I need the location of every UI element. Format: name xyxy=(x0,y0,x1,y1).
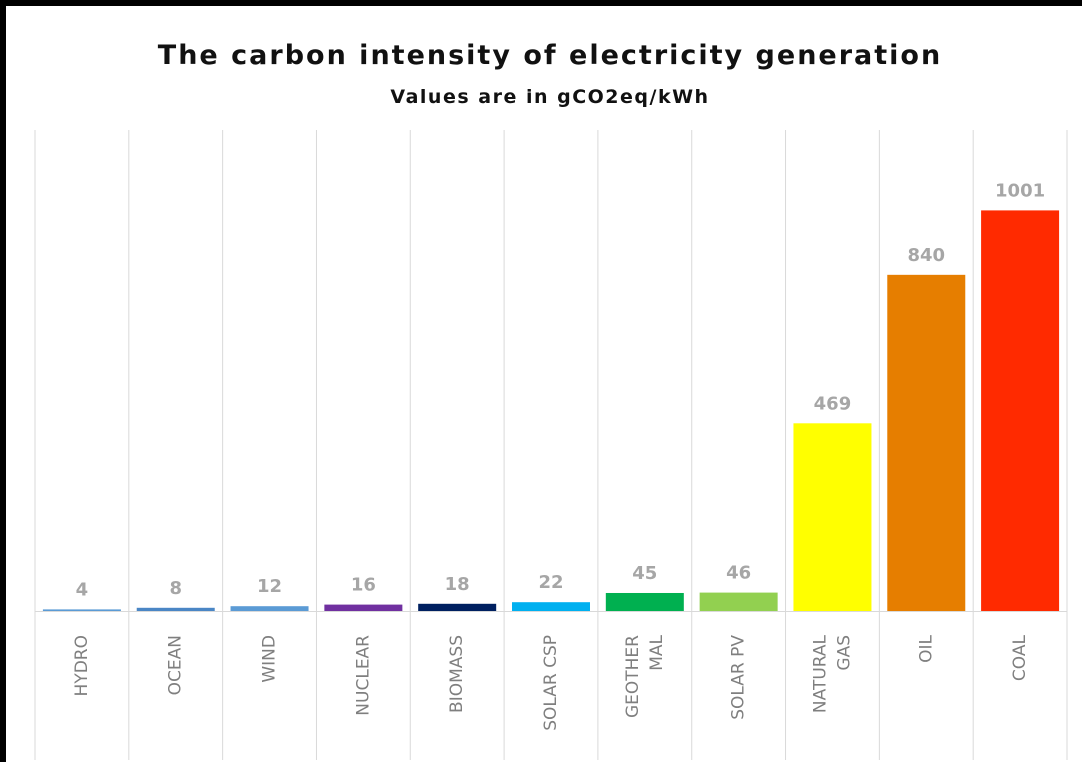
category-label-line: NUCLEAR xyxy=(353,635,373,716)
data-label: 18 xyxy=(445,574,470,595)
category-label-line: SOLAR CSP xyxy=(541,635,561,731)
category-label-line: HYDRO xyxy=(72,635,92,696)
category-label-line: OCEAN xyxy=(166,635,186,695)
bar-solar-csp xyxy=(512,602,590,611)
category-label-line: COAL xyxy=(1010,634,1030,681)
data-label: 12 xyxy=(257,576,282,597)
category-label: COAL xyxy=(1010,634,1030,681)
category-label: NATURAL GAS xyxy=(810,634,854,713)
data-label: 840 xyxy=(907,245,945,266)
data-label: 8 xyxy=(169,578,182,599)
data-label: 46 xyxy=(726,563,751,584)
bar-oil xyxy=(887,274,966,611)
chart-subtitle: Values are in gCO2eq/kWh xyxy=(390,86,710,108)
category-label-line: GAS xyxy=(834,635,854,671)
category-label-line: MAL xyxy=(647,634,667,670)
bar-nuclear xyxy=(324,604,403,611)
category-label: SOLAR PV xyxy=(729,635,749,720)
bar-coal xyxy=(981,210,1060,612)
category-label: WIND xyxy=(260,635,280,683)
category-label: SOLAR CSP xyxy=(541,635,561,731)
category-label: GEOTHER MAL xyxy=(623,634,667,718)
bar-geother-mal xyxy=(605,592,684,611)
bar-ocean xyxy=(136,607,215,611)
frame-top-border xyxy=(0,0,1082,6)
data-label: 4 xyxy=(76,579,89,600)
category-label: BIOMASS xyxy=(447,635,467,713)
frame-left-border xyxy=(0,0,6,762)
bar-wind xyxy=(230,606,309,611)
bar-solar-pv xyxy=(699,592,778,611)
data-label: 1001 xyxy=(995,180,1045,201)
bar-natural-gas xyxy=(793,423,872,611)
chart-title: The carbon intensity of electricity gene… xyxy=(157,40,943,71)
category-label-line: GEOTHER xyxy=(623,635,643,718)
category-label: NUCLEAR xyxy=(353,635,373,716)
data-label: 45 xyxy=(632,563,657,584)
category-label: OCEAN xyxy=(166,635,186,695)
category-label-line: NATURAL xyxy=(810,634,830,713)
category-label-line: SOLAR PV xyxy=(729,635,749,720)
data-label: 469 xyxy=(814,393,852,414)
category-label: OIL xyxy=(916,634,936,662)
bar-hydro xyxy=(42,609,121,611)
category-label-line: OIL xyxy=(916,634,936,662)
data-label: 22 xyxy=(538,572,563,593)
category-label-line: WIND xyxy=(260,635,280,683)
category-label-line: BIOMASS xyxy=(447,635,467,713)
bar-biomass xyxy=(418,603,497,611)
category-label: HYDRO xyxy=(72,635,92,696)
data-label: 16 xyxy=(351,575,376,596)
